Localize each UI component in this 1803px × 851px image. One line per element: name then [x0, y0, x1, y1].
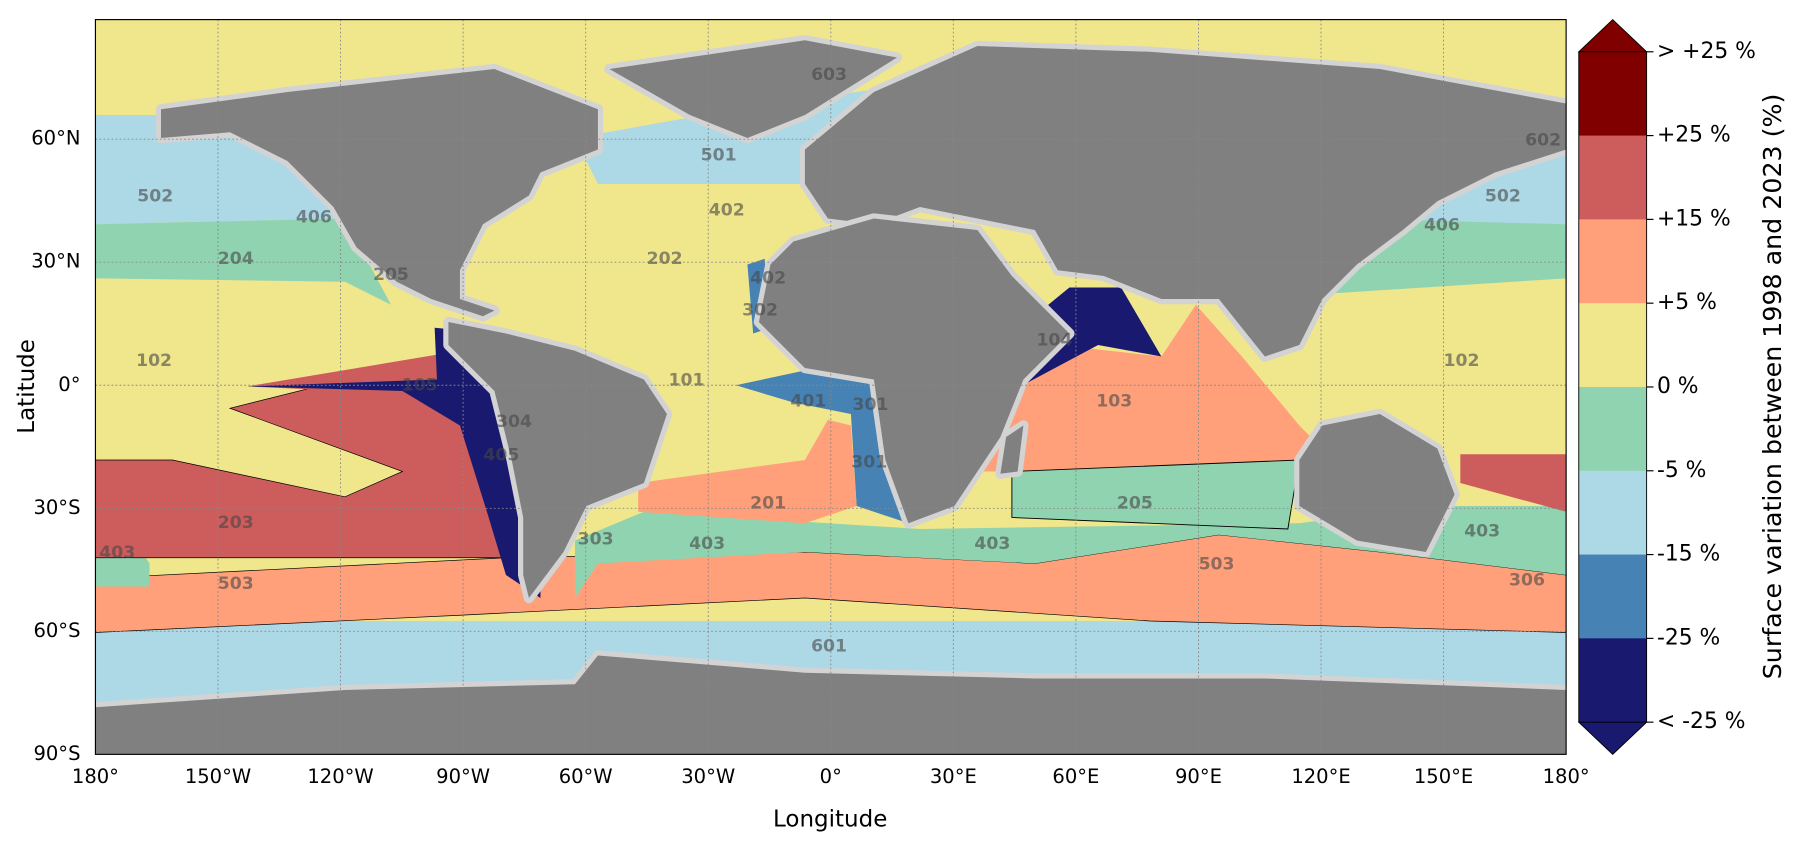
land: [604, 35, 903, 144]
land: [443, 316, 673, 604]
region-label: 101: [668, 371, 704, 391]
region-label: 102: [136, 351, 172, 371]
grid: [95, 19, 1567, 755]
colorbar-segment: [1578, 219, 1647, 304]
y-tick-label: 30°N: [31, 250, 80, 273]
colorbar-tick-label: 0 %: [1657, 374, 1699, 399]
region-label: 403: [99, 543, 135, 563]
region-label: 301: [851, 452, 887, 472]
region-labels: 603 501 502 502 602 406 406 204 205 202 402 402 302 1…: [99, 65, 1561, 656]
colorbar-extension: [1577, 721, 1648, 755]
x-tick-label: 30°W: [681, 765, 735, 788]
ocean-zone: [574, 505, 1567, 598]
colorbar-title: Surface variation between 1998 and 2023 …: [1758, 94, 1787, 680]
colorbar-tick-label: +15 %: [1657, 206, 1731, 231]
colorbar-tick-label: > +25 %: [1657, 39, 1756, 64]
x-tick-label: 150°E: [1414, 765, 1473, 788]
colorbar-tick-label: < -25 %: [1657, 709, 1746, 734]
region-label: 403: [1464, 521, 1500, 541]
region-label: 502: [1485, 187, 1521, 207]
colorbar-segment: [1578, 386, 1647, 472]
x-tick-label: 180°: [1543, 765, 1590, 788]
colorbar-segment: [1578, 470, 1647, 556]
x-tick-label: 30°E: [930, 765, 977, 788]
region-label: 303: [578, 529, 614, 549]
region-label: 203: [218, 513, 254, 533]
region-label: 306: [1509, 571, 1545, 591]
colorbar-segment: [1578, 638, 1647, 723]
ocean-zone: [735, 368, 909, 524]
region-label: 205: [1117, 494, 1153, 514]
ocean-zone: [638, 419, 857, 524]
x-tick-label: 150°W: [185, 765, 251, 788]
colorbar: > +25 % +25 % +15 % +5 % 0 % -5 % -15 % -25 % < …: [1577, 18, 1756, 755]
region-label: 103: [1096, 391, 1132, 411]
region-label: 406: [296, 207, 332, 227]
y-tick-label: 60°S: [33, 619, 80, 642]
region-label: 602: [1525, 130, 1561, 150]
region-label: 201: [750, 494, 786, 514]
region-label: 503: [218, 574, 254, 594]
region-label: 503: [1199, 555, 1235, 575]
region-label: 301: [852, 395, 888, 415]
colorbar-tick-label: +25 %: [1657, 123, 1731, 148]
colorbar-segment: [1578, 51, 1647, 137]
region-label: 302: [742, 301, 778, 321]
region-label: 405: [483, 445, 519, 465]
land: [753, 213, 1075, 529]
colorbar-tick-label: -15 %: [1657, 542, 1720, 567]
region-label: 601: [811, 636, 847, 656]
x-tick-label: 180°: [72, 765, 119, 788]
x-tick-label: 120°E: [1291, 765, 1350, 788]
ocean-zone: [95, 218, 391, 305]
colorbar-segment: [1578, 135, 1647, 220]
x-tick-label: 120°W: [307, 765, 373, 788]
colorbar-segment: [1578, 303, 1647, 388]
colorbar-tick-label: -5 %: [1657, 458, 1706, 483]
y-tick-label: 0°: [58, 373, 80, 396]
region-label: 304: [496, 412, 532, 432]
x-tick-label: 90°E: [1175, 765, 1222, 788]
land: [155, 63, 604, 322]
region-label: 402: [709, 200, 745, 220]
land: [995, 420, 1029, 479]
map: 603 501 502 502 602 406 406 204 205 202 402 402 302 1…: [95, 19, 1567, 755]
x-tick-label: 60°W: [559, 765, 613, 788]
y-axis-title: Latitude: [14, 339, 40, 434]
region-label: 403: [974, 534, 1010, 554]
x-tick-label: 0°: [820, 765, 842, 788]
ocean-zone: [1011, 459, 1300, 530]
region-label: 603: [811, 65, 847, 85]
region-label: 205: [373, 265, 409, 285]
region-label: 403: [689, 534, 725, 554]
colorbar-segment: [1578, 554, 1647, 639]
region-label: 105: [402, 375, 438, 395]
region-label: 406: [1424, 215, 1460, 235]
region-label: 501: [701, 145, 737, 165]
region-label: 204: [218, 249, 254, 269]
colorbar-tick-label: +5 %: [1657, 290, 1717, 315]
map-frame: [94, 19, 1567, 755]
x-tick-label: 60°E: [1052, 765, 1099, 788]
region-label: 104: [1036, 330, 1072, 350]
region-label: 502: [137, 187, 173, 207]
colorbar-extension: [1577, 18, 1648, 53]
ticks: 180° 150°W 120°W 90°W 60°W 30°W 0° 30°E 60°E 90°E…: [31, 127, 1589, 788]
colorbar-tick-label: -25 %: [1657, 625, 1720, 650]
y-tick-label: 90°S: [33, 742, 80, 765]
ocean-zone: [95, 367, 507, 559]
region-label: 402: [750, 268, 786, 288]
region-label: 401: [790, 391, 826, 411]
region-label: 202: [647, 249, 683, 269]
y-tick-label: 60°N: [31, 127, 80, 150]
ocean-zone: [247, 327, 541, 598]
x-tick-label: 90°W: [436, 765, 490, 788]
x-axis-title: Longitude: [773, 806, 887, 832]
region-label: 102: [1443, 351, 1479, 371]
land: [1294, 408, 1460, 558]
y-tick-label: 30°S: [33, 496, 80, 519]
ocean-zone: [1460, 454, 1567, 512]
land: [799, 40, 1567, 362]
